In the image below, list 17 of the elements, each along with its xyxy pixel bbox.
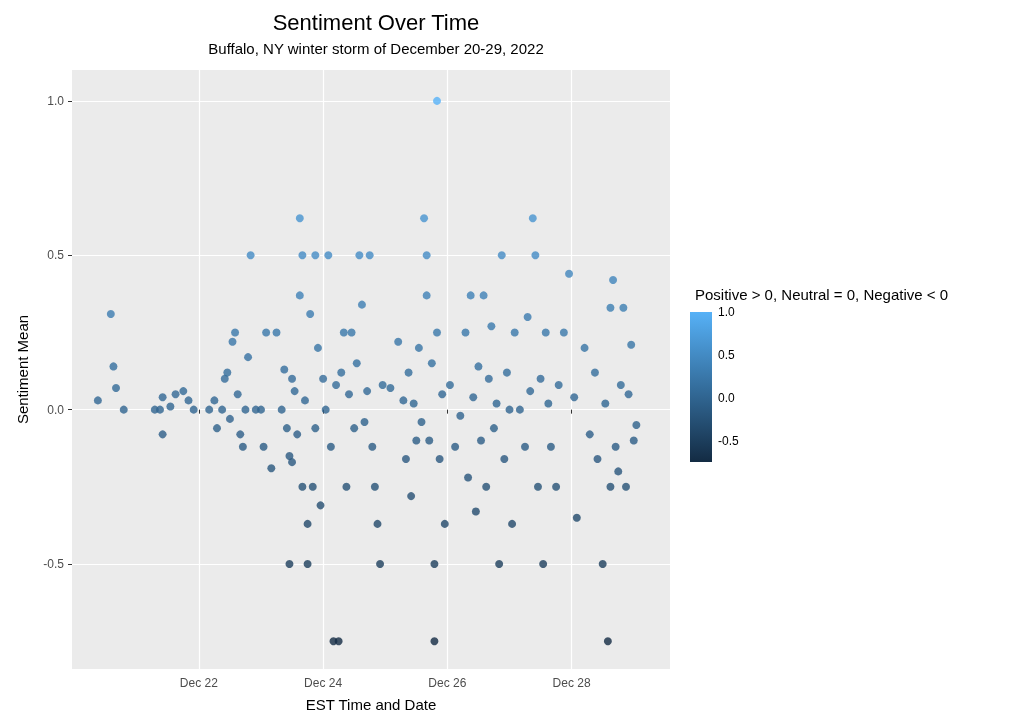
y-tick-label: 0.0	[47, 402, 65, 417]
chart-subtitle: Buffalo, NY winter storm of December 20-29, 2022	[208, 40, 544, 57]
y-tick-label: 1.0	[47, 93, 65, 108]
color-bar-title: Positive > 0, Neutral = 0, Negative < 0	[695, 286, 949, 303]
chart-title: Sentiment Over Time	[272, 9, 480, 35]
x-axis-title: EST Time and Date	[305, 696, 437, 713]
x-tick-label: Dec 26	[428, 676, 467, 690]
x-tick-label: Dec 24	[304, 676, 343, 690]
x-tick-label: Dec 28	[552, 676, 591, 690]
x-tick-label: Dec 22	[179, 676, 219, 690]
y-tick-label: 0.5	[47, 248, 65, 263]
color-bar-label: -0.5	[718, 433, 739, 448]
color-bar-label: 0.5	[718, 347, 736, 362]
color-bar-label: 0.0	[718, 390, 736, 405]
color-bar-label: 1.0	[718, 305, 736, 319]
y-tick-label: -0.5	[43, 557, 65, 572]
y-axis-title: Sentiment Mean	[14, 314, 31, 425]
